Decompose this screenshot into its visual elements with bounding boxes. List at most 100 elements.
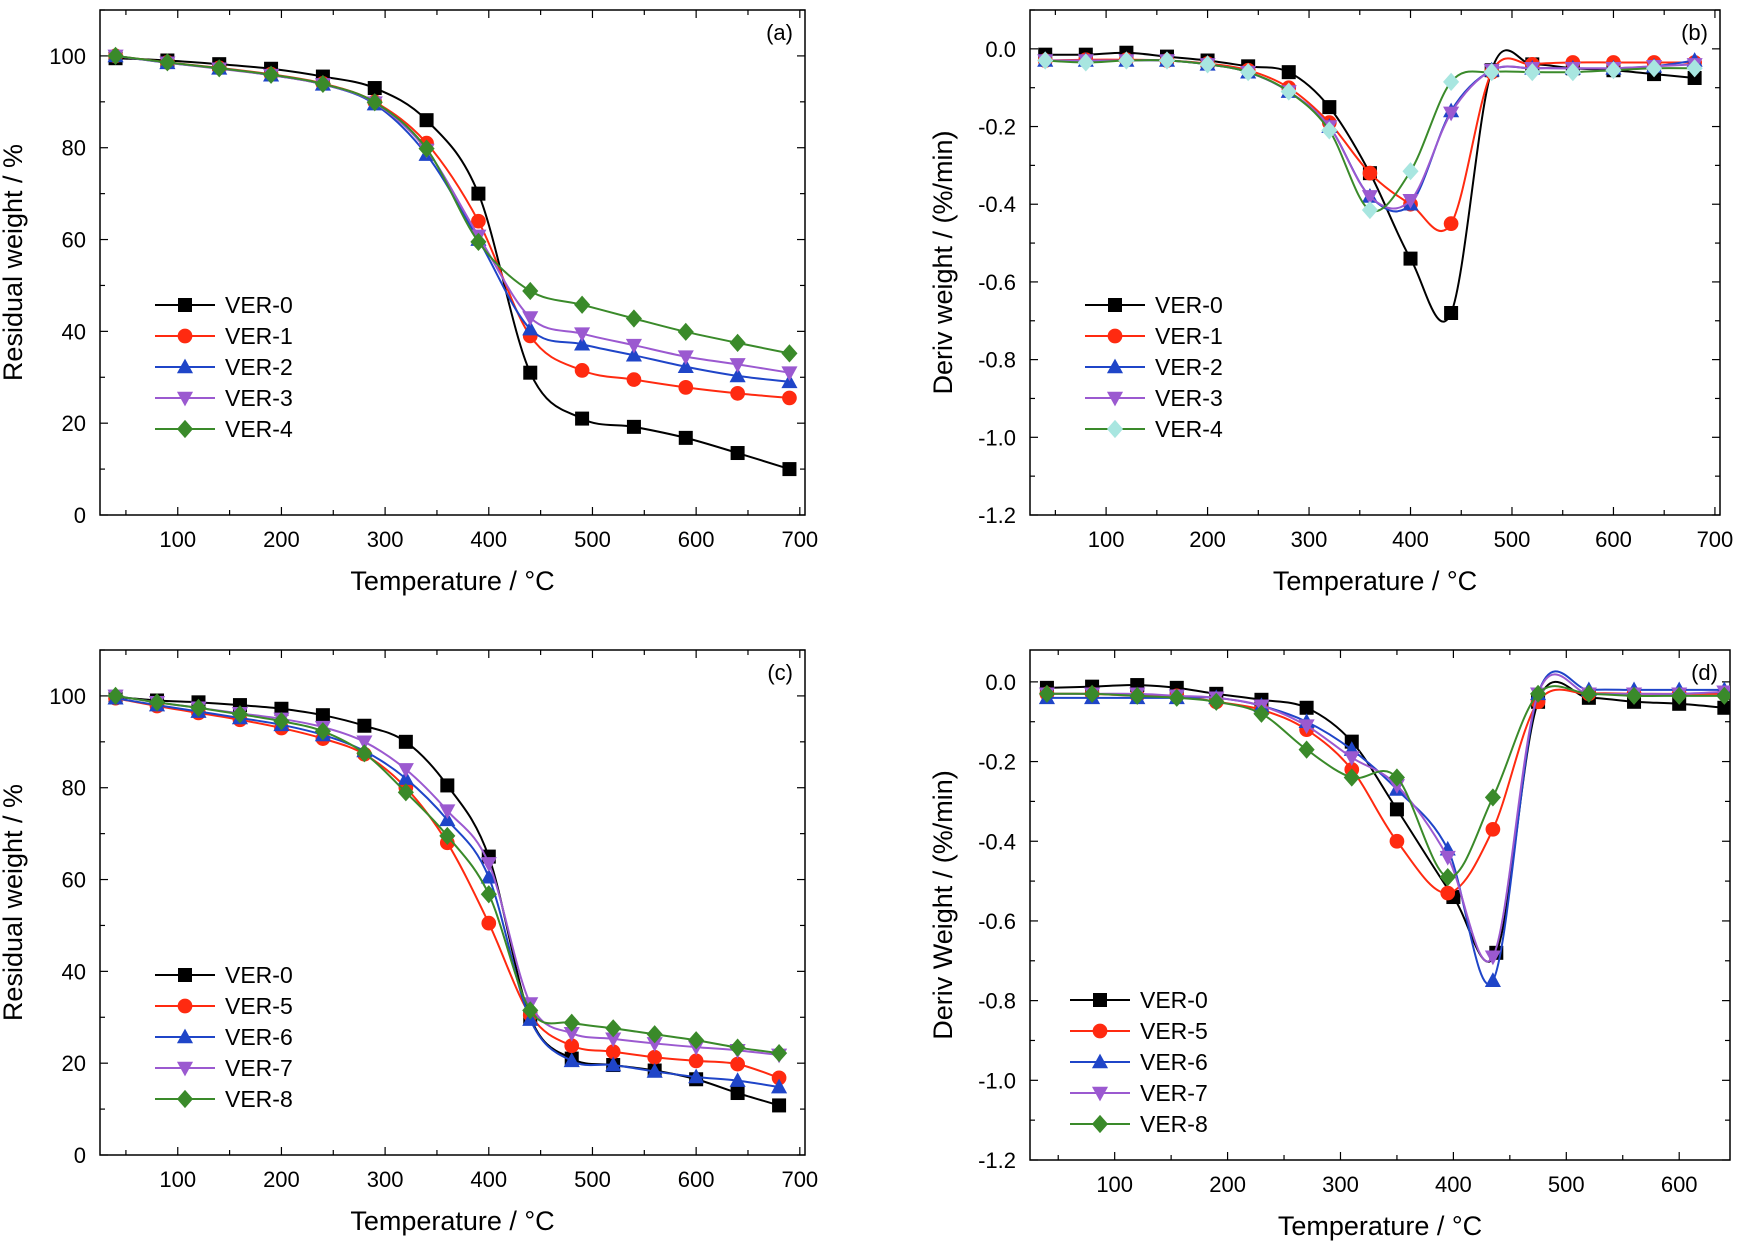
x-tick-label: 400 [1392, 527, 1429, 552]
data-point-VER-0 [274, 701, 289, 716]
y-tick-label: -0.2 [978, 750, 1016, 775]
legend-entry: VER-7 [1140, 1080, 1208, 1106]
y-tick-label: 100 [49, 44, 86, 69]
legend-marker [1091, 1114, 1109, 1134]
data-point-VER-6 [771, 1078, 788, 1094]
data-point-VER-0 [367, 81, 382, 96]
legend: VER-0 VER-1 VER-2 VER-3 VER-4 [155, 292, 293, 442]
legend-marker [178, 298, 192, 312]
data-point-VER-0 [1322, 100, 1337, 115]
data-point-VER-4 [263, 65, 280, 84]
data-point-VER-0 [730, 446, 745, 461]
data-point-VER-5 [1440, 885, 1456, 901]
data-point-VER-8 [771, 1043, 788, 1063]
series-VER-8 [107, 686, 788, 1063]
data-point-VER-5 [564, 1038, 580, 1054]
data-point-VER-5 [647, 1049, 663, 1065]
legend-marker [1093, 993, 1107, 1007]
legend-entry: VER-1 [225, 323, 293, 349]
data-point-VER-0 [357, 718, 372, 733]
series-line-VER-0 [115, 695, 780, 1107]
data-point-VER-0 [440, 778, 455, 793]
y-tick-label: 40 [62, 959, 86, 984]
data-point-VER-8 [1580, 684, 1597, 703]
series-VER-0 [108, 51, 797, 477]
data-point-VER-3 [677, 350, 694, 366]
series-line-VER-0 [115, 57, 790, 471]
legend-entry: VER-0 [1140, 987, 1208, 1013]
legend-marker [176, 1061, 194, 1077]
data-point-VER-4 [625, 309, 642, 328]
data-point-VER-4 [1321, 121, 1338, 140]
data-point-VER-4 [729, 333, 746, 352]
x-tick-label: 400 [1435, 1172, 1472, 1197]
series-VER-3 [107, 49, 798, 382]
x-tick-label: 300 [1291, 527, 1328, 552]
data-point-VER-7 [646, 1037, 663, 1052]
chart-panel-3: 100 200 300 400 500 600 700 0 20 40 60 80 100 Tempera… [0, 649, 818, 1236]
y-tick-label: -0.6 [978, 270, 1016, 295]
y-tick-label: 0 [74, 503, 86, 528]
legend: VER-0 VER-5 VER-6 VER-7 VER-8 [1070, 987, 1208, 1137]
data-point-VER-4 [574, 295, 591, 314]
data-point-VER-7 [439, 804, 456, 820]
x-tick-label: 100 [1096, 1172, 1133, 1197]
data-point-VER-2 [625, 346, 642, 362]
y-tick-label: -0.4 [978, 192, 1016, 217]
x-tick-label: 100 [1088, 527, 1125, 552]
data-point-VER-4 [1199, 55, 1216, 74]
x-tick-label: 400 [470, 527, 507, 552]
data-point-VER-8 [356, 744, 373, 763]
data-point-VER-1 [782, 390, 797, 406]
legend-marker [1106, 358, 1124, 374]
y-axis-label: Deriv weight / (%/min) [928, 130, 958, 394]
data-point-VER-4 [1158, 51, 1176, 70]
y-tick-label: 40 [62, 319, 86, 344]
x-tick-label: 200 [1209, 1172, 1246, 1197]
data-point-VER-5 [605, 1044, 621, 1060]
x-tick-label: 700 [781, 527, 818, 552]
plot-frame [99, 649, 806, 1156]
series-VER-7 [1038, 673, 1730, 966]
data-point-VER-8 [1208, 692, 1225, 711]
x-axis-label: Temperature / °C [1273, 566, 1477, 596]
data-point-VER-3 [1402, 194, 1419, 209]
x-tick-label: 500 [1548, 1172, 1585, 1197]
series-VER-7 [107, 689, 788, 1064]
legend-marker [1107, 328, 1123, 344]
data-point-VER-4 [1524, 63, 1541, 82]
data-point-VER-2 [522, 320, 539, 336]
data-point-VER-4 [1280, 82, 1297, 101]
data-point-VER-1 [626, 372, 642, 387]
data-point-VER-4 [1118, 51, 1135, 70]
data-point-VER-8 [563, 1013, 580, 1032]
legend-entry: VER-1 [1155, 323, 1223, 349]
y-tick-label: -1.0 [978, 1068, 1016, 1093]
legend-entry: VER-2 [1155, 354, 1223, 380]
data-point-VER-2 [574, 335, 591, 351]
data-point-VER-8 [1084, 684, 1101, 703]
y-tick-label: 0 [74, 1143, 86, 1168]
data-point-VER-3 [781, 366, 798, 382]
legend-marker [1106, 419, 1124, 439]
data-point-VER-8 [480, 885, 497, 904]
x-tick-label: 700 [781, 1167, 818, 1192]
data-point-VER-6 [480, 868, 497, 884]
data-point-VER-4 [107, 46, 124, 66]
data-point-VER-1 [1443, 216, 1459, 232]
legend-entry: VER-6 [225, 1024, 293, 1050]
data-point-VER-7 [563, 1027, 580, 1042]
series-line-VER-1 [115, 54, 790, 399]
data-point-VER-4 [159, 53, 176, 72]
data-point-VER-8 [1530, 684, 1547, 703]
data-point-VER-8 [107, 686, 124, 706]
series-VER-8 [1038, 684, 1730, 887]
data-point-VER-3 [625, 338, 642, 354]
x-tick-label: 200 [1189, 527, 1226, 552]
series-line-VER-6 [1046, 670, 1725, 986]
x-tick-label: 600 [678, 1167, 715, 1192]
legend: VER-0 VER-1 VER-2 VER-3 VER-4 [1085, 292, 1223, 442]
series-line-VER-8 [1046, 685, 1725, 879]
x-axis-label: Temperature / °C [1278, 1211, 1482, 1241]
